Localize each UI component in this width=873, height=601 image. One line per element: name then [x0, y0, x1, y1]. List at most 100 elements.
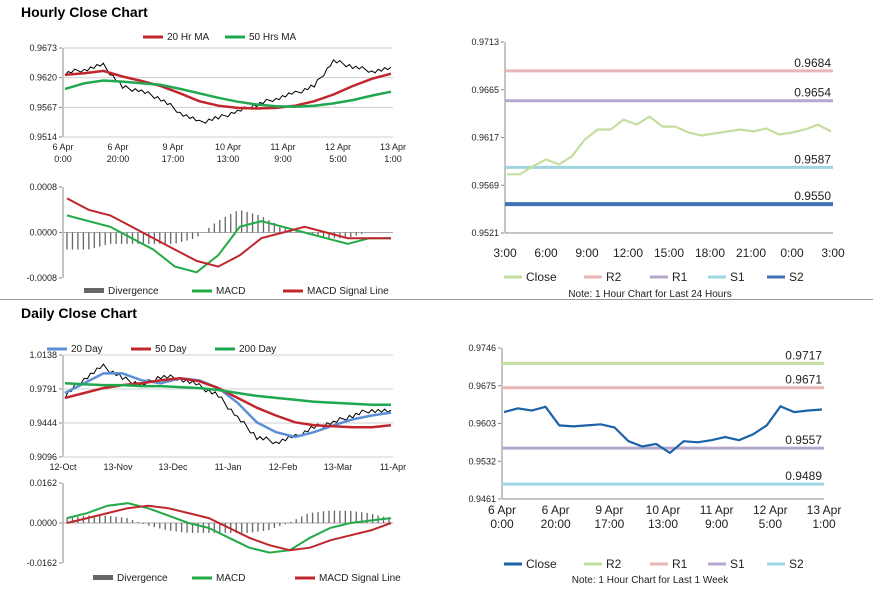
hourly-levels-xtick: 12:00	[613, 246, 643, 260]
daily-price-legend-label: 50 Day	[155, 344, 187, 355]
daily-price-xtick: 11-Jan	[215, 462, 242, 472]
daily-price-series-line	[64, 372, 392, 439]
hourly-price-legend-label: 50 Hrs MA	[249, 32, 297, 43]
daily-levels-legend-label: S2	[789, 557, 804, 571]
daily-levels-ytick: 0.9603	[468, 419, 496, 429]
hourly-price-xtick: 13:00	[217, 154, 240, 164]
daily-levels-xtick: 10 Apr	[646, 503, 681, 517]
hourly-macd-signal-line	[66, 197, 391, 268]
hourly-levels-xtick: 15:00	[654, 246, 684, 260]
hourly-chart-title: Hourly Close Chart	[21, 4, 148, 20]
daily-levels-legend-label: R2	[606, 557, 622, 571]
daily-levels-note: Note: 1 Hour Chart for Last 1 Week	[572, 575, 730, 586]
hourly-levels-legend-label: S1	[730, 270, 745, 284]
daily-levels-level-label: 0.9671	[785, 373, 822, 387]
hourly-price-xtick: 9:00	[274, 154, 292, 164]
daily-levels-xtick: 9 Apr	[595, 503, 623, 517]
daily-macd-macd-line	[66, 502, 392, 554]
daily-price-ytick: 0.9444	[29, 418, 57, 428]
hourly-macd-legend-label: MACD	[216, 286, 245, 297]
daily-levels-legend-label: Close	[526, 557, 557, 571]
hourly-levels-level-label: 0.9587	[794, 152, 831, 166]
hourly-levels-xtick: 3:00	[493, 246, 517, 260]
hourly-levels-level-label: 0.9550	[794, 189, 831, 203]
hourly-levels-level-label: 0.9684	[794, 56, 831, 70]
hourly-levels-legend-label: Close	[526, 270, 557, 284]
daily-macd-ytick: 0.0162	[29, 478, 57, 488]
daily-levels-xtick: 12 Apr	[753, 503, 788, 517]
hourly-macd-ytick: -0.0008	[26, 273, 57, 283]
daily-macd-legend-label: MACD	[216, 573, 245, 584]
daily-levels-xtick: 9:00	[705, 517, 729, 531]
hourly-price-series-line	[64, 69, 392, 110]
daily-price-legend-label: 20 Day	[71, 344, 103, 355]
daily-price-xtick: 13-Mar	[324, 462, 353, 472]
daily-levels-legend-label: S1	[730, 557, 745, 571]
hourly-price-ytick: 0.9567	[29, 102, 57, 112]
hourly-levels-legend-label: S2	[789, 270, 804, 284]
hourly-levels-xtick: 6:00	[534, 246, 558, 260]
daily-price-xtick: 11-Apr	[380, 462, 406, 472]
daily-price-ytick: 0.9096	[29, 452, 57, 462]
hourly-price-series-line	[64, 79, 392, 109]
daily-levels-xtick: 6 Apr	[542, 503, 570, 517]
hourly-price-xtick: 0:00	[54, 154, 72, 164]
daily-levels-close-line	[503, 404, 823, 455]
hourly-price-ytick: 0.9673	[29, 43, 57, 53]
daily-macd-signal-line	[66, 504, 392, 552]
hourly-price-xtick: 12 Apr	[325, 142, 351, 152]
hourly-price-legend-label: 20 Hr MA	[167, 32, 210, 43]
daily-levels-xtick: 6 Apr	[488, 503, 516, 517]
hourly-macd-legend-swatch	[84, 288, 104, 293]
daily-chart-title: Daily Close Chart	[21, 305, 137, 321]
daily-levels-level-label: 0.9489	[785, 469, 822, 483]
hourly-price-ytick: 0.9620	[29, 73, 57, 83]
hourly-price-xtick: 13 Apr	[380, 142, 406, 152]
daily-levels-xtick: 20:00	[541, 517, 571, 531]
daily-price-xtick: 12-Feb	[269, 462, 298, 472]
hourly-price-xtick: 17:00	[162, 154, 185, 164]
daily-levels-xtick: 0:00	[490, 517, 514, 531]
hourly-levels-xtick: 21:00	[736, 246, 766, 260]
daily-levels-level-label: 0.9557	[785, 433, 822, 447]
daily-levels-ytick: 0.9532	[468, 456, 496, 466]
daily-levels-xtick: 1:00	[812, 517, 836, 531]
hourly-price-xtick: 20:00	[107, 154, 130, 164]
daily-macd-ytick: 0.0000	[29, 518, 57, 528]
daily-price-series-line	[64, 381, 391, 406]
daily-macd-legend-label: Divergence	[117, 573, 168, 584]
daily-levels-ytick: 0.9675	[468, 381, 496, 391]
daily-price-legend-label: 200 Day	[239, 344, 276, 355]
daily-price-ytick: 0.9791	[29, 384, 57, 394]
hourly-levels-ytick: 0.9521	[471, 228, 499, 238]
hourly-levels-level-label: 0.9654	[794, 86, 831, 100]
daily-levels-ytick: 0.9461	[468, 494, 496, 504]
hourly-price-ytick: 0.9514	[29, 132, 57, 142]
daily-levels-ytick: 0.9746	[468, 343, 496, 353]
daily-price-xtick: 13-Nov	[103, 462, 133, 472]
hourly-levels-ytick: 0.9713	[471, 37, 499, 47]
hourly-price-xtick: 1:00	[384, 154, 402, 164]
daily-levels-level-label: 0.9717	[785, 348, 822, 362]
hourly-levels-xtick: 9:00	[575, 246, 599, 260]
daily-macd-ytick: -0.0162	[26, 558, 57, 568]
hourly-levels-xtick: 18:00	[695, 246, 725, 260]
daily-macd-legend-swatch	[93, 575, 113, 580]
hourly-levels-ytick: 0.9569	[471, 180, 499, 190]
hourly-price-xtick: 6 Apr	[107, 142, 128, 152]
hourly-price-xtick: 6 Apr	[52, 142, 73, 152]
hourly-macd-ytick: 0.0008	[29, 182, 57, 192]
daily-price-ytick: 1.0138	[29, 350, 57, 360]
hourly-macd-ytick: 0.0000	[29, 228, 57, 238]
daily-levels-xtick: 17:00	[594, 517, 624, 531]
hourly-macd-legend-label: MACD Signal Line	[307, 286, 389, 297]
hourly-macd-legend-label: Divergence	[108, 286, 159, 297]
daily-levels-xtick: 13 Apr	[807, 503, 842, 517]
hourly-price-xtick: 5:00	[329, 154, 347, 164]
daily-macd-legend-label: MACD Signal Line	[319, 573, 401, 584]
hourly-levels-xtick: 3:00	[821, 246, 845, 260]
hourly-levels-legend-label: R1	[672, 270, 688, 284]
hourly-price-xtick: 10 Apr	[215, 142, 241, 152]
daily-levels-xtick: 13:00	[648, 517, 678, 531]
